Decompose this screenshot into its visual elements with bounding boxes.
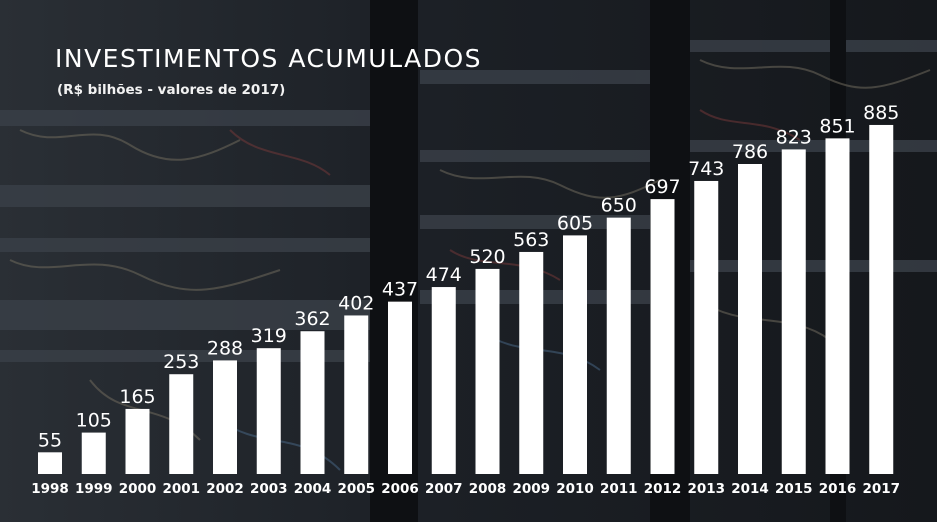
bar-2011	[606, 217, 631, 474]
value-label-2014: 786	[732, 141, 768, 163]
value-label-2010: 605	[557, 212, 593, 234]
x-tick-label-2014: 2014	[731, 481, 769, 497]
value-label-2007: 474	[426, 264, 462, 286]
value-label-2000: 165	[119, 386, 155, 408]
x-tick-label-2004: 2004	[294, 481, 332, 497]
bar-2001	[169, 374, 194, 474]
value-label-2006: 437	[382, 279, 418, 301]
value-label-1999: 105	[76, 410, 112, 432]
bar-2010	[563, 235, 587, 474]
value-label-2008: 520	[469, 246, 505, 268]
x-tick-label-2015: 2015	[775, 481, 813, 497]
bar-2012	[650, 199, 675, 474]
bar-2008	[475, 268, 500, 474]
x-tick-label-2016: 2016	[819, 481, 857, 497]
x-tick-label-2007: 2007	[425, 481, 463, 497]
value-label-2016: 851	[819, 115, 855, 137]
bar-2009	[519, 251, 544, 474]
x-tick-label-2012: 2012	[644, 481, 682, 497]
bar-1998	[38, 452, 62, 474]
bar-2014	[738, 164, 762, 475]
value-label-2001: 253	[163, 351, 199, 373]
value-label-2015: 823	[776, 126, 812, 148]
bar-2017	[869, 124, 894, 475]
bar-2003	[256, 348, 281, 474]
bar-2015	[781, 149, 806, 474]
x-tick-label-1998: 1998	[31, 481, 69, 497]
x-tick-label-2010: 2010	[556, 481, 594, 497]
bar-1999	[81, 432, 106, 474]
bar-2013	[694, 180, 719, 474]
value-label-2017: 885	[863, 102, 899, 124]
bar-2006	[388, 301, 412, 474]
value-label-2012: 697	[644, 176, 680, 198]
value-label-2003: 319	[251, 325, 287, 347]
x-tick-label-2008: 2008	[469, 481, 507, 497]
value-label-2004: 362	[294, 308, 330, 330]
value-label-2005: 402	[338, 292, 374, 314]
bar-2000	[125, 408, 150, 474]
x-tick-label-2003: 2003	[250, 481, 288, 497]
chart-title: INVESTIMENTOS ACUMULADOS	[55, 44, 483, 73]
value-label-2011: 650	[601, 195, 637, 217]
x-tick-label-2009: 2009	[512, 481, 550, 497]
x-tick-label-2011: 2011	[600, 481, 638, 497]
x-tick-label-2017: 2017	[862, 481, 900, 497]
x-tick-label-2013: 2013	[687, 481, 725, 497]
bar-2005	[344, 315, 369, 474]
x-tick-label-2005: 2005	[337, 481, 375, 497]
value-label-2013: 743	[688, 158, 724, 180]
bar-2002	[213, 360, 237, 474]
x-tick-label-1999: 1999	[75, 481, 113, 497]
x-tick-label-2006: 2006	[381, 481, 419, 497]
bar-2004	[300, 331, 325, 474]
value-label-1998: 55	[38, 429, 62, 451]
chart-subtitle: (R$ bilhões - valores de 2017)	[57, 82, 286, 98]
bar-2016	[825, 138, 850, 474]
x-tick-label-2000: 2000	[119, 481, 157, 497]
x-tick-label-2002: 2002	[206, 481, 244, 497]
x-tick-label-2001: 2001	[162, 481, 200, 497]
value-label-2009: 563	[513, 229, 549, 251]
value-label-2002: 288	[207, 337, 243, 359]
bar-2007	[431, 287, 456, 474]
